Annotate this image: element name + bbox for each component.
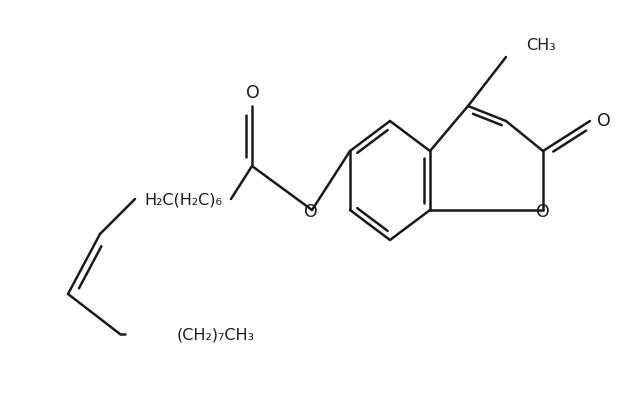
- Text: O: O: [597, 112, 611, 130]
- Text: O: O: [304, 202, 318, 220]
- Text: (CH₂)₇CH₃: (CH₂)₇CH₃: [177, 327, 255, 342]
- Text: CH₃: CH₃: [526, 38, 556, 53]
- Text: O: O: [536, 202, 550, 220]
- Text: H₂C(H₂C)₆: H₂C(H₂C)₆: [144, 192, 222, 207]
- Text: O: O: [246, 84, 260, 102]
